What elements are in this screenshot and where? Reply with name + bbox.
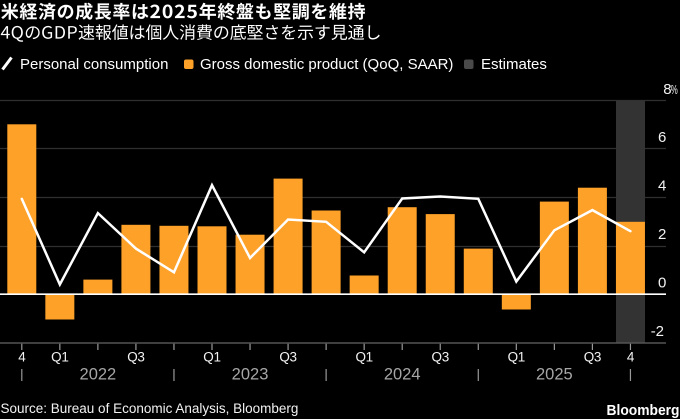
svg-text:Q3: Q3 — [584, 350, 601, 365]
svg-text:Q1: Q1 — [51, 350, 68, 365]
svg-text:Source: Bureau of Economic Ana: Source: Bureau of Economic Analysis, Blo… — [1, 401, 299, 416]
svg-text:4: 4 — [18, 350, 26, 365]
svg-text:Bloomberg: Bloomberg — [607, 403, 680, 419]
svg-text:2023: 2023 — [232, 366, 269, 384]
svg-text:Q3: Q3 — [127, 350, 144, 365]
svg-text:-2: -2 — [651, 323, 664, 340]
svg-text:Q3: Q3 — [432, 350, 449, 365]
svg-text:2022: 2022 — [80, 366, 117, 384]
svg-text:6: 6 — [658, 129, 666, 146]
svg-text:8: 8 — [663, 81, 671, 98]
svg-text:2024: 2024 — [384, 366, 421, 384]
svg-text:2: 2 — [658, 226, 666, 243]
svg-text:Personal consumption: Personal consumption — [20, 56, 168, 73]
svg-text:Q1: Q1 — [508, 350, 525, 365]
svg-text:2025: 2025 — [536, 366, 573, 384]
svg-text:Estimates: Estimates — [481, 56, 547, 73]
svg-text:Q1: Q1 — [203, 350, 220, 365]
svg-text:%: % — [671, 83, 678, 97]
svg-text:Q1: Q1 — [355, 350, 372, 365]
svg-text:4: 4 — [658, 178, 666, 195]
svg-text:0: 0 — [658, 275, 666, 292]
svg-text:Gross domestic product (QoQ, S: Gross domestic product (QoQ, SAAR) — [200, 56, 453, 73]
svg-text:4: 4 — [627, 350, 635, 365]
svg-text:Q3: Q3 — [279, 350, 296, 365]
